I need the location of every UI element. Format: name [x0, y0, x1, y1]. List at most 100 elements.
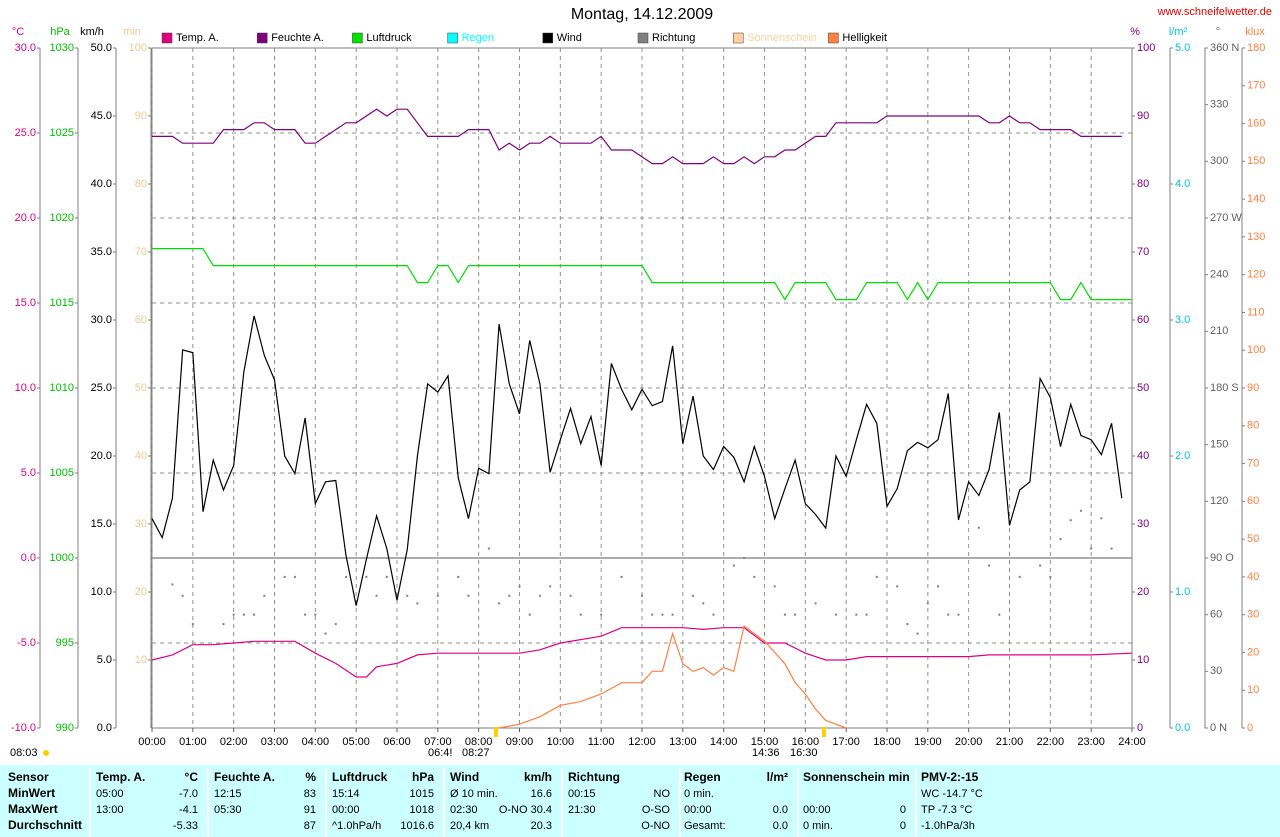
direction-dot — [783, 613, 786, 616]
direction-dot — [702, 602, 705, 605]
y-tick-label: 20 — [1137, 586, 1149, 598]
y-tick-label: 80 — [1137, 178, 1149, 190]
sun-time: 14:36 — [752, 747, 780, 759]
y-tick-label: 1015 — [50, 297, 74, 309]
direction-dot — [263, 594, 266, 597]
y-tick-label: 30.0 — [15, 42, 36, 54]
direction-dot — [191, 623, 194, 626]
y-tick-label: 210 — [1210, 325, 1228, 337]
direction-dot — [232, 613, 235, 616]
direction-dot — [896, 585, 899, 588]
direction-dot — [641, 594, 643, 597]
direction-dot — [467, 594, 470, 597]
y-tick-label: 180 S — [1210, 382, 1239, 394]
direction-dot — [671, 613, 674, 616]
cell-right: -5.33 — [173, 820, 198, 832]
cell-right: NO — [654, 788, 671, 800]
y-tick-label: 2.0 — [1175, 450, 1190, 462]
direction-dot — [242, 613, 245, 616]
direction-dot — [834, 613, 837, 616]
y-tick-label: 10.0 — [15, 382, 36, 394]
direction-dot — [957, 613, 960, 616]
y-tick-label: -5.0 — [17, 637, 36, 649]
cell-right: 20.3 — [531, 820, 552, 832]
group-unit: % — [305, 770, 316, 784]
direction-dot — [457, 575, 460, 578]
y-tick-label: 30.0 — [91, 314, 112, 326]
direction-dot — [855, 613, 858, 616]
cell-left: 00:00 — [803, 804, 831, 816]
group-header: Wind — [450, 770, 479, 784]
y-tick-label: 70 — [1247, 457, 1259, 469]
y-tick-label: 35.0 — [91, 246, 112, 258]
series-line — [151, 627, 1133, 678]
cell-left: 05:00 — [96, 788, 124, 800]
y-tick-label: 140 — [1247, 193, 1265, 205]
y-tick-label: 0 N — [1210, 722, 1227, 734]
cell-left: TP -7.3 °C — [921, 804, 972, 816]
direction-dot — [988, 564, 991, 567]
table-background — [0, 765, 1280, 837]
direction-dot — [906, 623, 909, 626]
x-tick-label: 17:00 — [832, 736, 860, 748]
y-tick-label: 25.0 — [91, 382, 112, 394]
direction-dot — [926, 602, 929, 605]
legend-label: Feuchte A. — [271, 32, 324, 44]
legend-label: Richtung — [652, 32, 695, 44]
legend-label: Wind — [557, 32, 582, 44]
x-tick-label: 14:00 — [710, 736, 738, 748]
y-tick-label: 15.0 — [91, 518, 112, 530]
direction-dot — [1069, 519, 1072, 522]
x-tick-label: 15:00 — [751, 736, 779, 748]
y-tick-label: 120 — [1210, 495, 1228, 507]
x-tick-label: 09:00 — [506, 736, 534, 748]
direction-dot — [773, 585, 776, 588]
x-tick-label: 01:00 — [179, 736, 207, 748]
direction-dot — [416, 602, 419, 605]
direction-dot — [528, 613, 531, 616]
group-unit: hPa — [412, 770, 434, 784]
y-tick-label: 3.0 — [1175, 314, 1190, 326]
cell-right: 0 — [900, 820, 906, 832]
y-tick-label: 40.0 — [91, 178, 112, 190]
y-tick-label: 160 — [1247, 117, 1265, 129]
direction-dot — [344, 575, 347, 578]
cell-left: ^1.0hPa/h — [332, 820, 381, 832]
axis-title: min — [123, 26, 141, 38]
legend-swatch — [256, 32, 268, 44]
y-tick-label: 10 — [1137, 654, 1149, 666]
direction-dot — [375, 594, 378, 597]
cell-left: 02:30 — [450, 804, 478, 816]
legend-label: Sonnenschein — [747, 32, 817, 44]
y-tick-label: 30 — [1247, 609, 1259, 621]
y-tick-label: 130 — [1247, 231, 1265, 243]
direction-dot — [1049, 575, 1052, 578]
direction-dot — [498, 602, 501, 605]
y-tick-label: 10 — [135, 654, 147, 666]
y-tick-label: 0.0 — [21, 552, 36, 564]
x-tick-label: 19:00 — [914, 736, 942, 748]
y-tick-label: 360 N — [1210, 42, 1239, 54]
series-line — [498, 624, 847, 729]
y-tick-label: 45.0 — [91, 110, 112, 122]
y-tick-label: 20 — [135, 586, 147, 598]
direction-dot — [1059, 538, 1062, 541]
cell-right: 87 — [304, 820, 316, 832]
direction-dot — [743, 557, 746, 559]
sunset-marker — [822, 727, 826, 737]
y-tick-label: 40 — [1137, 450, 1149, 462]
x-tick-label: 11:00 — [588, 736, 615, 748]
direction-dot — [406, 594, 409, 597]
x-tick-label: 23:00 — [1077, 736, 1105, 748]
cell-right: 0.0 — [773, 804, 788, 816]
direction-dot — [314, 613, 317, 616]
legend-swatch — [828, 32, 839, 44]
legend-swatch — [732, 32, 744, 44]
x-tick-label: 00:00 — [138, 736, 166, 748]
row-label: MaxWert — [8, 802, 58, 816]
cell-right: O-SO — [642, 804, 671, 816]
row-label: MinWert — [8, 786, 55, 800]
direction-dot — [436, 594, 439, 597]
y-tick-label: 5.0 — [21, 467, 36, 479]
y-tick-label: 60 — [1210, 609, 1222, 621]
